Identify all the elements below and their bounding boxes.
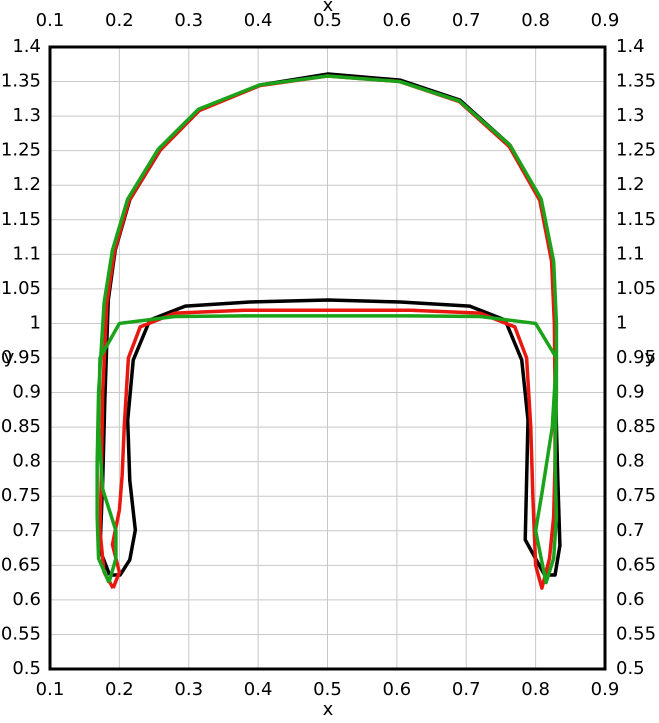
y-tick-label: 0.95 xyxy=(1,347,41,368)
y-tick-label: 1.3 xyxy=(12,105,41,126)
x-axis-label-top: x xyxy=(323,0,334,16)
y-tick-label: 0.9 xyxy=(12,382,41,403)
y-tick-label: 1.35 xyxy=(616,71,656,92)
y-tick-label: 0.9 xyxy=(616,382,645,403)
y-tick-label: 1 xyxy=(30,312,41,333)
y-tick-label: 0.7 xyxy=(616,520,645,541)
y-tick-label: 0.5 xyxy=(616,658,645,679)
y-tick-label: 1.15 xyxy=(616,209,656,230)
x-tick-label: 0.6 xyxy=(383,10,412,31)
x-tick-label: 0.5 xyxy=(313,679,342,700)
x-tick-label: 0.6 xyxy=(383,679,412,700)
x-tick-label: 0.9 xyxy=(591,10,620,31)
y-tick-label: 1.25 xyxy=(1,140,41,161)
y-tick-label: 0.65 xyxy=(1,554,41,575)
x-tick-label: 0.3 xyxy=(174,10,203,31)
x-tick-label: 0.1 xyxy=(36,10,65,31)
y-tick-label: 0.55 xyxy=(1,623,41,644)
curve xyxy=(98,72,562,577)
x-tick-label: 0.2 xyxy=(105,679,134,700)
y-axis-label-left: y xyxy=(4,347,15,368)
curve xyxy=(98,74,557,590)
plot-frame xyxy=(48,45,607,671)
y-axis-label-right: y xyxy=(645,347,656,368)
y-tick-label: 0.7 xyxy=(12,520,41,541)
x-tick-label: 0.5 xyxy=(313,10,342,31)
x-tick-label: 0.7 xyxy=(452,10,481,31)
x-tick-label: 0.4 xyxy=(244,679,273,700)
y-tick-label: 0.75 xyxy=(616,485,656,506)
y-tick-label: 1.05 xyxy=(616,278,656,299)
y-tick-label: 1.1 xyxy=(12,243,41,264)
y-tick-label: 0.6 xyxy=(12,589,41,610)
y-tick-label: 0.8 xyxy=(616,451,645,472)
y-tick-label: 1.15 xyxy=(1,209,41,230)
y-tick-label: 1.4 xyxy=(616,36,645,57)
y-tick-label: 0.6 xyxy=(616,589,645,610)
y-tick-label: 0.55 xyxy=(616,623,656,644)
y-tick-label: 1 xyxy=(616,312,627,333)
x-tick-label: 0.8 xyxy=(521,10,550,31)
x-tick-label: 0.8 xyxy=(521,679,550,700)
x-tick-label: 0.1 xyxy=(36,679,65,700)
y-tick-label: 0.5 xyxy=(12,658,41,679)
y-tick-label: 1.2 xyxy=(616,174,645,195)
x-tick-label: 0.9 xyxy=(591,679,620,700)
y-tick-label: 1.3 xyxy=(616,105,645,126)
y-tick-label: 0.85 xyxy=(616,416,656,437)
y-tick-label: 1.1 xyxy=(616,243,645,264)
y-tick-label: 1.4 xyxy=(12,36,41,57)
y-tick-label: 0.75 xyxy=(1,485,41,506)
y-tick-label: 0.65 xyxy=(616,554,656,575)
x-axis-label-bottom: x xyxy=(323,699,334,719)
y-tick-label: 0.85 xyxy=(1,416,41,437)
y-tick-label: 0.8 xyxy=(12,451,41,472)
y-tick-label: 0.95 xyxy=(616,347,656,368)
curve xyxy=(95,74,559,585)
x-tick-label: 0.3 xyxy=(174,679,203,700)
x-tick-label: 0.2 xyxy=(105,10,134,31)
x-tick-label: 0.7 xyxy=(452,679,481,700)
y-tick-label: 1.05 xyxy=(1,278,41,299)
y-tick-label: 1.25 xyxy=(616,140,656,161)
y-tick-label: 1.35 xyxy=(1,71,41,92)
x-tick-label: 0.4 xyxy=(244,10,273,31)
y-tick-label: 1.2 xyxy=(12,174,41,195)
